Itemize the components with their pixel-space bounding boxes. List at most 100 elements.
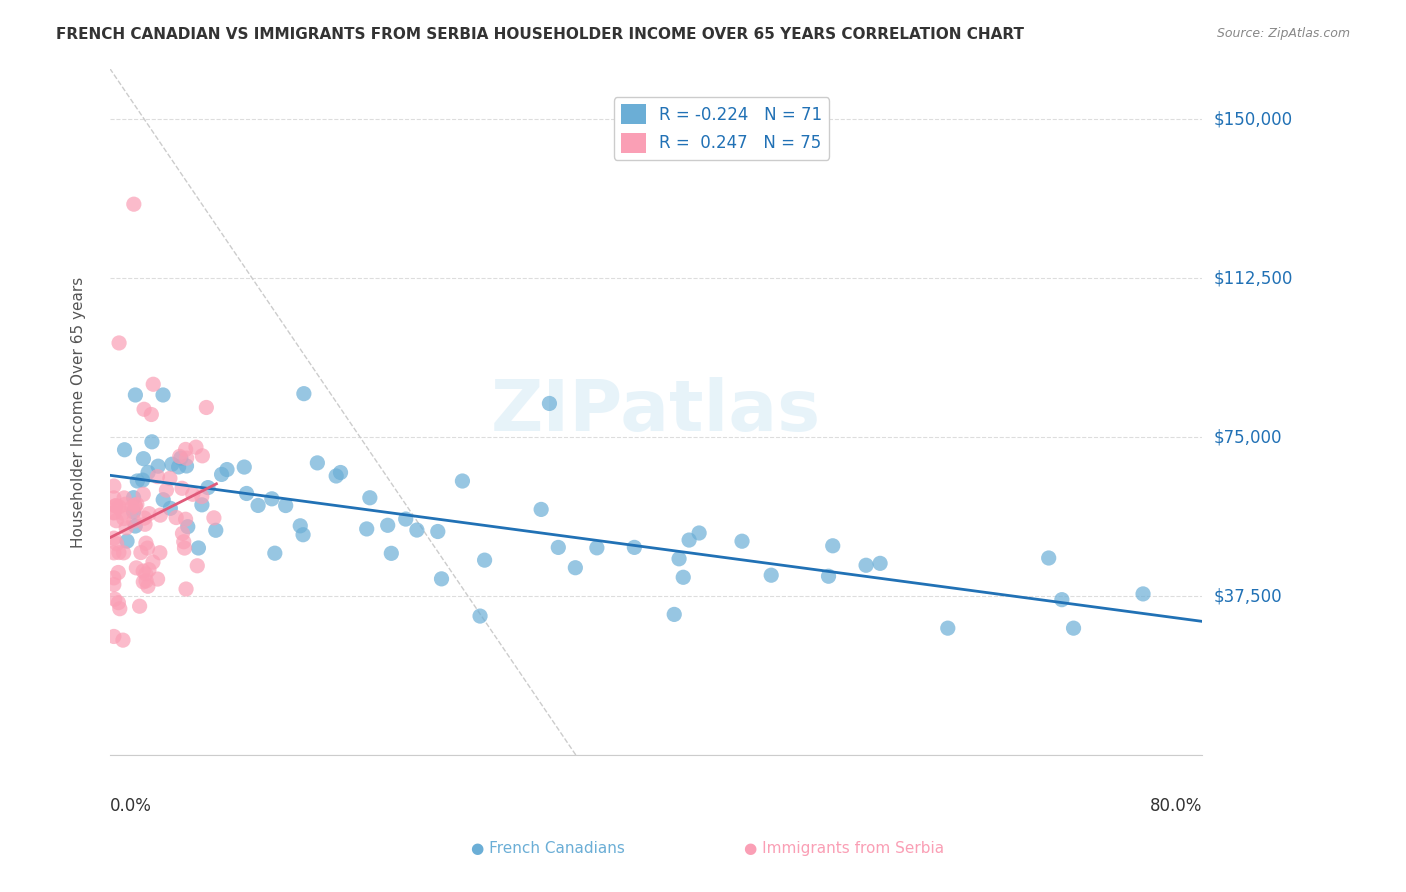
Point <box>129 545 152 559</box>
Point <box>146 572 169 586</box>
Point <box>668 551 690 566</box>
Point <box>112 491 135 505</box>
Point <box>103 577 125 591</box>
Point <box>159 471 181 485</box>
Point <box>211 467 233 482</box>
Point <box>122 505 145 519</box>
Point <box>325 469 347 483</box>
Point <box>122 491 145 505</box>
Point <box>191 449 214 463</box>
Point <box>191 490 214 504</box>
Point <box>132 451 155 466</box>
Point <box>547 541 569 555</box>
Point <box>186 558 208 573</box>
Text: 0.0%: 0.0% <box>110 797 152 814</box>
Point <box>195 401 218 415</box>
Point <box>586 541 609 555</box>
Point <box>176 451 198 466</box>
Point <box>132 487 155 501</box>
Point <box>817 569 839 583</box>
Point <box>111 633 134 648</box>
Point <box>170 451 193 466</box>
Point <box>105 514 128 528</box>
Point <box>172 526 194 541</box>
Point <box>104 499 127 513</box>
Point <box>108 601 131 615</box>
Point <box>103 505 125 519</box>
Point <box>132 574 155 589</box>
Point <box>215 462 238 476</box>
Point <box>538 396 561 410</box>
Point <box>149 546 172 560</box>
Point <box>678 533 700 547</box>
Point <box>115 534 138 549</box>
Point <box>761 568 783 582</box>
Point <box>132 564 155 578</box>
Point <box>530 502 553 516</box>
Point <box>127 474 149 488</box>
Point <box>103 506 125 520</box>
Point <box>146 469 169 483</box>
Point <box>115 521 138 535</box>
Point <box>121 500 143 515</box>
Point <box>142 377 165 392</box>
Text: ● Immigrants from Serbia: ● Immigrants from Serbia <box>744 841 943 856</box>
Point <box>103 571 125 585</box>
Point <box>235 486 257 500</box>
Point <box>451 474 474 488</box>
Point <box>1038 551 1060 566</box>
Point <box>125 497 148 511</box>
Text: $37,500: $37,500 <box>1213 587 1282 606</box>
Point <box>430 572 453 586</box>
Point <box>274 499 297 513</box>
Point <box>138 507 160 521</box>
Point <box>187 541 209 555</box>
Point <box>170 481 193 495</box>
Text: FRENCH CANADIAN VS IMMIGRANTS FROM SERBIA HOUSEHOLDER INCOME OVER 65 YEARS CORRE: FRENCH CANADIAN VS IMMIGRANTS FROM SERBI… <box>56 27 1024 42</box>
Point <box>1132 587 1154 601</box>
Point <box>290 518 312 533</box>
Point <box>136 541 159 555</box>
Point <box>165 510 187 524</box>
Point <box>176 458 198 473</box>
Point <box>468 609 491 624</box>
Point <box>152 388 174 402</box>
Point <box>128 599 150 614</box>
Point <box>406 523 429 537</box>
Point <box>135 574 157 588</box>
Point <box>1050 592 1073 607</box>
Point <box>356 522 378 536</box>
Text: $75,000: $75,000 <box>1213 428 1282 446</box>
Point <box>359 491 381 505</box>
Point <box>103 531 125 545</box>
Point <box>132 402 155 417</box>
Point <box>672 570 695 584</box>
Point <box>141 408 163 422</box>
Point <box>233 460 256 475</box>
Point <box>136 466 159 480</box>
Point <box>855 558 877 573</box>
Point <box>167 459 190 474</box>
Point <box>731 534 754 549</box>
Point <box>112 546 135 560</box>
Point <box>664 607 686 622</box>
Point <box>107 596 129 610</box>
Point <box>108 545 131 559</box>
Point <box>141 434 163 449</box>
Point <box>124 498 146 512</box>
Point <box>136 579 159 593</box>
Point <box>380 546 402 560</box>
Point <box>138 563 160 577</box>
Point <box>181 487 204 501</box>
Point <box>869 557 891 571</box>
Point <box>124 500 146 514</box>
Point <box>111 506 134 520</box>
Point <box>152 492 174 507</box>
Point <box>204 523 226 537</box>
Point <box>108 500 131 514</box>
Point <box>155 483 177 497</box>
Point <box>103 479 125 493</box>
Point <box>426 524 449 539</box>
Point <box>173 541 195 555</box>
Point <box>173 534 195 549</box>
